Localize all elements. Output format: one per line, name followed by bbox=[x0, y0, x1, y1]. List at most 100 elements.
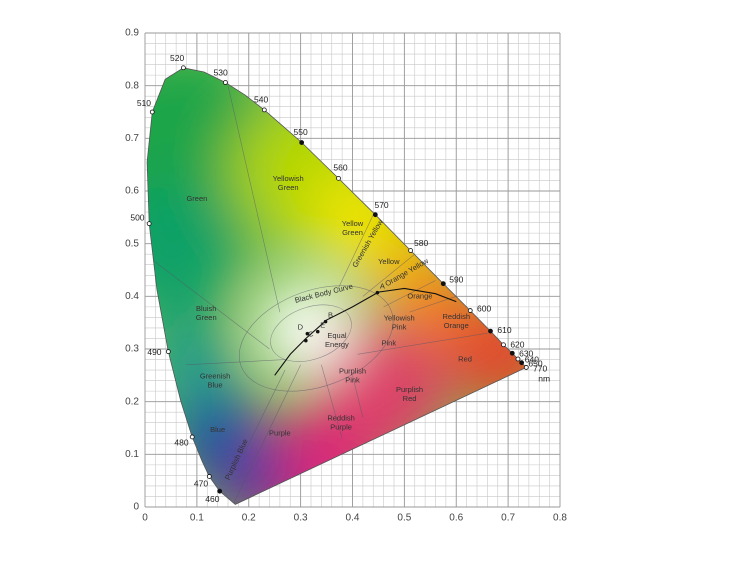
x-tick-label: 0.3 bbox=[294, 513, 308, 524]
region-label: Pink bbox=[382, 339, 397, 348]
region-boundary bbox=[232, 364, 301, 505]
x-tick-label: 0.7 bbox=[501, 513, 515, 524]
wavelength-label: 570 bbox=[374, 200, 388, 210]
region-boundary bbox=[362, 253, 415, 297]
wavelength-point bbox=[467, 308, 473, 313]
wavelength-point bbox=[509, 350, 515, 356]
wavelength-point bbox=[488, 328, 493, 334]
wavelength-point bbox=[372, 212, 378, 218]
illuminant-point bbox=[305, 331, 310, 336]
color-gamut bbox=[147, 67, 527, 505]
region-boundary bbox=[321, 364, 343, 439]
region-boundary bbox=[186, 359, 286, 366]
illuminant-label: A bbox=[380, 282, 385, 291]
wavelength-label: 480 bbox=[174, 438, 188, 448]
unit-label: nm bbox=[538, 374, 550, 384]
region-label: Yellowish Pink bbox=[384, 314, 415, 332]
y-tick-label: 0.2 bbox=[125, 396, 139, 407]
y-tick-label: 0.8 bbox=[125, 80, 139, 91]
wavelength-label: 470 bbox=[194, 479, 208, 489]
region-label: Bluish Green bbox=[196, 304, 217, 322]
wavelength-label: 560 bbox=[333, 163, 347, 173]
wavelength-point bbox=[408, 248, 414, 253]
wavelength-point bbox=[501, 342, 506, 348]
illuminant-point bbox=[315, 329, 320, 334]
wavelength-label: 770 bbox=[533, 363, 547, 373]
wavelength-label: 590 bbox=[449, 274, 463, 284]
region-label: Greenish Blue bbox=[200, 372, 230, 390]
wavelength-label: 630 bbox=[519, 348, 533, 358]
region-label: Reddish Orange bbox=[442, 312, 470, 330]
region-label: Blue bbox=[210, 425, 225, 434]
region-label: Purplish Red bbox=[396, 385, 423, 403]
wavelength-point bbox=[217, 488, 223, 494]
x-tick-label: 0.4 bbox=[346, 513, 360, 524]
y-tick-label: 0.4 bbox=[125, 291, 139, 302]
black-body-curve bbox=[274, 287, 457, 376]
region-boundary bbox=[357, 332, 488, 355]
wavelength-point bbox=[165, 349, 171, 355]
x-tick-label: 0.2 bbox=[242, 513, 256, 524]
x-tick-label: 0.5 bbox=[397, 513, 411, 524]
x-tick-label: 0.1 bbox=[190, 513, 204, 524]
y-tick-label: 0.6 bbox=[125, 186, 139, 197]
wavelength-label: 580 bbox=[414, 238, 428, 248]
region-label: Orange bbox=[407, 291, 432, 300]
region-label: Reddish Purple bbox=[327, 414, 355, 432]
wavelength-label: 600 bbox=[477, 303, 491, 313]
wavelength-point bbox=[336, 175, 341, 181]
wavelength-point bbox=[180, 65, 186, 71]
region-boundary bbox=[352, 375, 364, 418]
wavelength-label: 500 bbox=[130, 212, 144, 222]
y-tick-label: 0.3 bbox=[125, 344, 139, 355]
color-blob bbox=[147, 67, 292, 270]
wavelength-point bbox=[440, 281, 446, 287]
wavelength-label: 490 bbox=[147, 347, 161, 357]
y-tick-label: 0.1 bbox=[125, 449, 139, 460]
illuminant-point bbox=[375, 290, 380, 295]
region-boundary bbox=[238, 285, 394, 392]
wavelength-point bbox=[223, 80, 228, 85]
wavelength-point bbox=[149, 109, 155, 115]
wavelength-label: 540 bbox=[254, 94, 268, 104]
region-boundary bbox=[336, 214, 374, 292]
color-blob bbox=[275, 297, 336, 358]
wavelength-label: 620 bbox=[510, 340, 524, 350]
illuminant-point bbox=[304, 338, 308, 343]
color-blob bbox=[147, 184, 241, 325]
illuminant-label: C bbox=[308, 330, 314, 339]
color-blend bbox=[147, 67, 527, 505]
wavelength-label: 520 bbox=[170, 53, 184, 63]
region-label: Yellow bbox=[378, 257, 400, 266]
color-blob bbox=[447, 299, 527, 410]
illuminant-label: E bbox=[320, 321, 325, 330]
wavelength-point bbox=[189, 434, 195, 440]
wavelength-label: 650 bbox=[528, 358, 542, 368]
region-label: Yellow Green bbox=[342, 219, 364, 237]
region-boundary bbox=[383, 280, 436, 308]
wavelength-point bbox=[261, 107, 267, 113]
wavelength-label: 640 bbox=[525, 355, 539, 365]
wavelength-point bbox=[206, 474, 212, 479]
wavelength-label: 460 bbox=[205, 494, 219, 504]
y-tick-label: 0.9 bbox=[125, 28, 139, 39]
illuminant-label: B bbox=[328, 311, 333, 320]
wavelength-label: 610 bbox=[497, 325, 511, 335]
x-tick-label: 0.6 bbox=[449, 513, 463, 524]
region-label: Yellowish Green bbox=[273, 174, 304, 192]
region-label: Green bbox=[186, 194, 207, 203]
x-tick-label: 0.8 bbox=[553, 513, 567, 524]
wavelength-point bbox=[523, 365, 529, 370]
wavelength-label: 530 bbox=[214, 67, 228, 77]
region-label: Purple bbox=[269, 428, 291, 437]
region-boundary bbox=[243, 369, 286, 455]
illuminant-label: D bbox=[298, 323, 304, 332]
wavelength-point bbox=[299, 140, 305, 145]
wavelength-point bbox=[146, 221, 152, 227]
wavelength-point bbox=[519, 360, 525, 366]
wavelength-point bbox=[515, 356, 521, 362]
wavelength-label: 550 bbox=[294, 127, 308, 137]
region-boundary bbox=[227, 85, 281, 313]
region-boundary bbox=[147, 253, 270, 350]
